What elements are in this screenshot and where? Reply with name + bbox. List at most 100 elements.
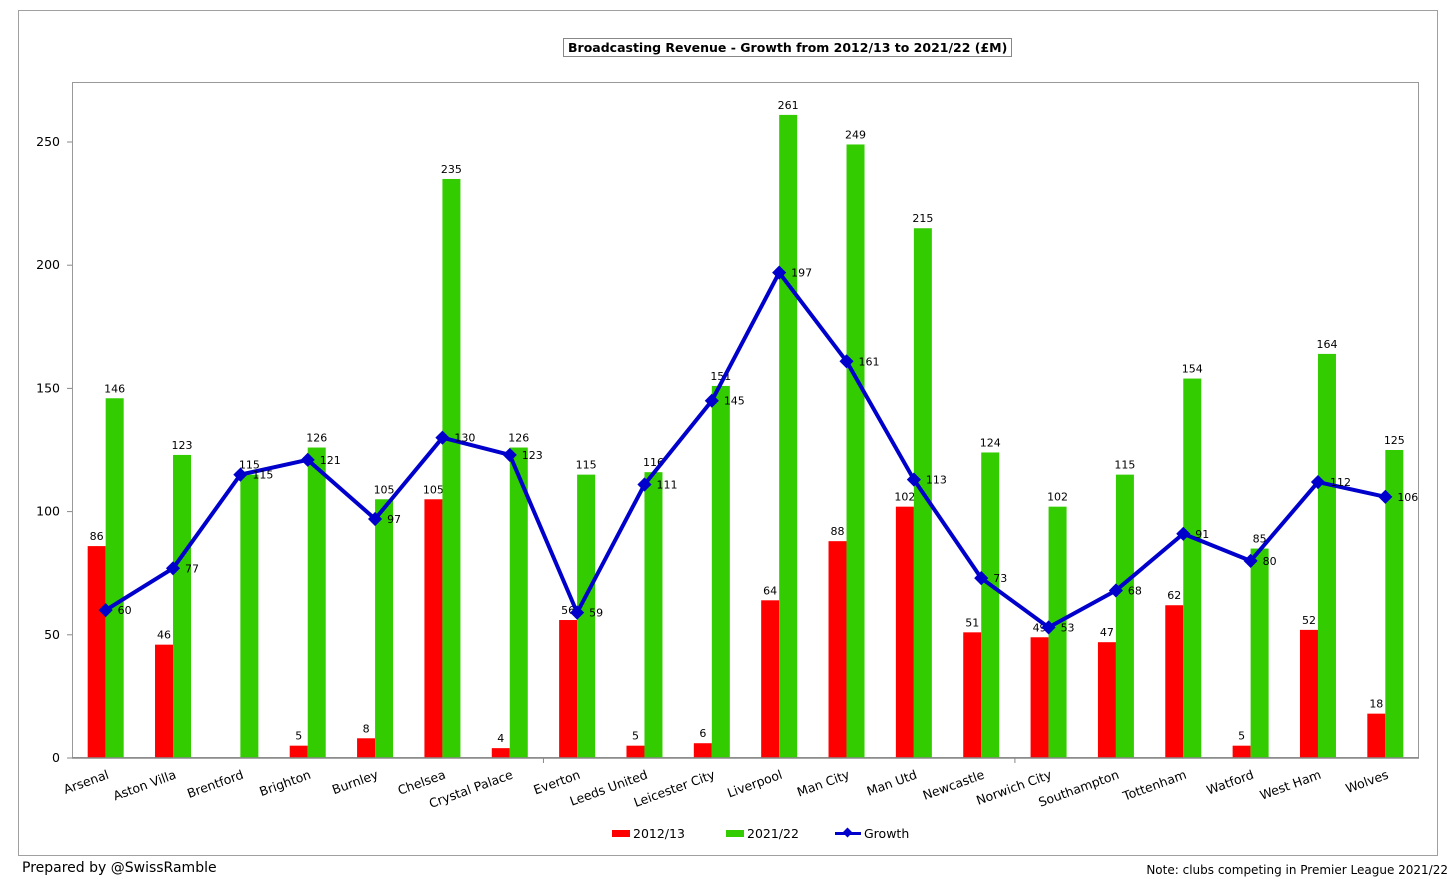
- y-tick-label: 50: [44, 627, 60, 642]
- bar-value-label: 52: [1302, 614, 1316, 627]
- bar-value-label: 105: [374, 483, 395, 496]
- growth-value-label: 161: [859, 355, 880, 368]
- x-category-label: Brentford: [185, 767, 245, 801]
- growth-value-label: 80: [1263, 555, 1277, 568]
- bar-value-label: 6: [699, 727, 706, 740]
- x-category-label: Wolves: [1344, 767, 1391, 796]
- growth-value-label: 59: [589, 607, 603, 620]
- growth-value-label: 60: [118, 604, 132, 617]
- growth-value-label: 73: [993, 572, 1007, 585]
- growth-marker-diamond-icon: [98, 603, 113, 618]
- bar-2012-13: [895, 506, 914, 758]
- bar-2012-13: [559, 620, 578, 758]
- growth-marker-diamond-icon: [1041, 620, 1056, 635]
- growth-marker-diamond-icon: [906, 472, 921, 487]
- bar-2021-22: [779, 114, 798, 758]
- growth-marker-diamond-icon: [839, 354, 854, 369]
- bar-2021-22: [375, 499, 394, 758]
- growth-marker-diamond-icon: [435, 430, 450, 445]
- growth-value-label: 91: [1195, 528, 1209, 541]
- x-category-label: Watford: [1204, 767, 1255, 798]
- bar-2021-22: [1385, 450, 1404, 758]
- growth-marker-diamond-icon: [1243, 553, 1258, 568]
- bar-2012-13: [87, 546, 106, 758]
- growth-marker-diamond-icon: [233, 467, 248, 482]
- bar-2021-22: [1115, 474, 1134, 758]
- growth-value-label: 130: [454, 432, 475, 445]
- legend-label: 2012/13: [633, 826, 685, 841]
- bar-value-label: 126: [306, 432, 327, 445]
- y-tick-label: 250: [36, 134, 60, 149]
- x-category-label: Burnley: [330, 767, 381, 798]
- growth-value-label: 145: [724, 395, 745, 408]
- growth-marker-diamond-icon: [1108, 583, 1123, 598]
- bar-2021-22: [173, 454, 192, 758]
- bar-value-label: 115: [576, 459, 597, 472]
- bar-value-label: 62: [1167, 589, 1181, 602]
- bar-2021-22: [105, 398, 124, 758]
- growth-value-label: 106: [1397, 491, 1418, 504]
- bar-2021-22: [846, 144, 865, 759]
- bar-value-label: 88: [831, 525, 845, 538]
- bar-value-label: 4: [497, 732, 504, 745]
- bar-2012-13: [1232, 745, 1251, 758]
- bar-value-label: 146: [104, 382, 125, 395]
- bar-value-label: 115: [239, 459, 260, 472]
- growth-marker-diamond-icon: [1176, 526, 1191, 541]
- chart-title: Broadcasting Revenue - Growth from 2012/…: [563, 38, 1013, 57]
- bar-2012-13: [963, 632, 982, 758]
- legend-label: 2021/22: [747, 826, 799, 841]
- x-category-label: Arsenal: [61, 767, 110, 797]
- growth-value-label: 113: [926, 474, 947, 487]
- bar-2012-13: [693, 743, 712, 758]
- legend-swatch-green: [726, 830, 744, 837]
- bar-2012-13: [626, 745, 645, 758]
- bar-value-label: 164: [1316, 338, 1337, 351]
- bar-value-label: 85: [1253, 533, 1267, 546]
- bar-value-label: 102: [894, 491, 915, 504]
- y-tick-label: 100: [36, 504, 60, 519]
- growth-marker-diamond-icon: [570, 605, 585, 620]
- bar-value-label: 123: [172, 439, 193, 452]
- bar-2021-22: [1048, 506, 1067, 758]
- growth-value-label: 77: [185, 562, 199, 575]
- bar-value-label: 5: [295, 730, 302, 743]
- bar-value-label: 5: [1238, 730, 1245, 743]
- bar-value-label: 5: [632, 730, 639, 743]
- bar-value-label: 64: [763, 584, 777, 597]
- x-category-label: West Ham: [1258, 767, 1323, 803]
- growth-value-label: 123: [522, 449, 543, 462]
- growth-marker-diamond-icon: [368, 511, 383, 527]
- bar-value-label: 249: [845, 128, 866, 141]
- bar-2012-13: [828, 541, 847, 758]
- bar-value-label: 126: [508, 432, 529, 445]
- bar-2021-22: [307, 447, 326, 758]
- bar-2021-22: [577, 474, 596, 758]
- y-tick-label: 150: [36, 380, 60, 395]
- growth-line: [104, 270, 1386, 630]
- bar-value-label: 125: [1384, 434, 1405, 447]
- growth-value-label: 111: [656, 478, 677, 491]
- note-text: Note: clubs competing in Premier League …: [1146, 863, 1448, 877]
- bar-2012-13: [1097, 642, 1116, 758]
- growth-marker-diamond-icon: [165, 561, 181, 576]
- bar-2021-22: [644, 472, 663, 758]
- bar-value-label: 18: [1369, 698, 1383, 711]
- bar-2021-22: [1183, 378, 1202, 758]
- growth-value-label: 53: [1061, 621, 1075, 634]
- bar-value-label: 115: [1114, 459, 1135, 472]
- bar-2012-13: [155, 644, 174, 758]
- legend-line-marker-icon: [835, 832, 861, 835]
- growth-marker-diamond-icon: [974, 571, 989, 586]
- bar-2012-13: [761, 600, 780, 758]
- growth-marker-diamond-icon: [502, 447, 517, 462]
- bar-2012-13: [424, 499, 443, 758]
- bar-2012-13: [491, 748, 510, 758]
- bar-2021-22: [1250, 548, 1269, 758]
- x-category-label: Liverpool: [725, 767, 784, 801]
- growth-value-label: 115: [252, 469, 273, 482]
- growth-marker-diamond-icon: [1310, 474, 1326, 490]
- y-tick-label: 0: [52, 750, 60, 765]
- bar-value-label: 47: [1100, 626, 1114, 639]
